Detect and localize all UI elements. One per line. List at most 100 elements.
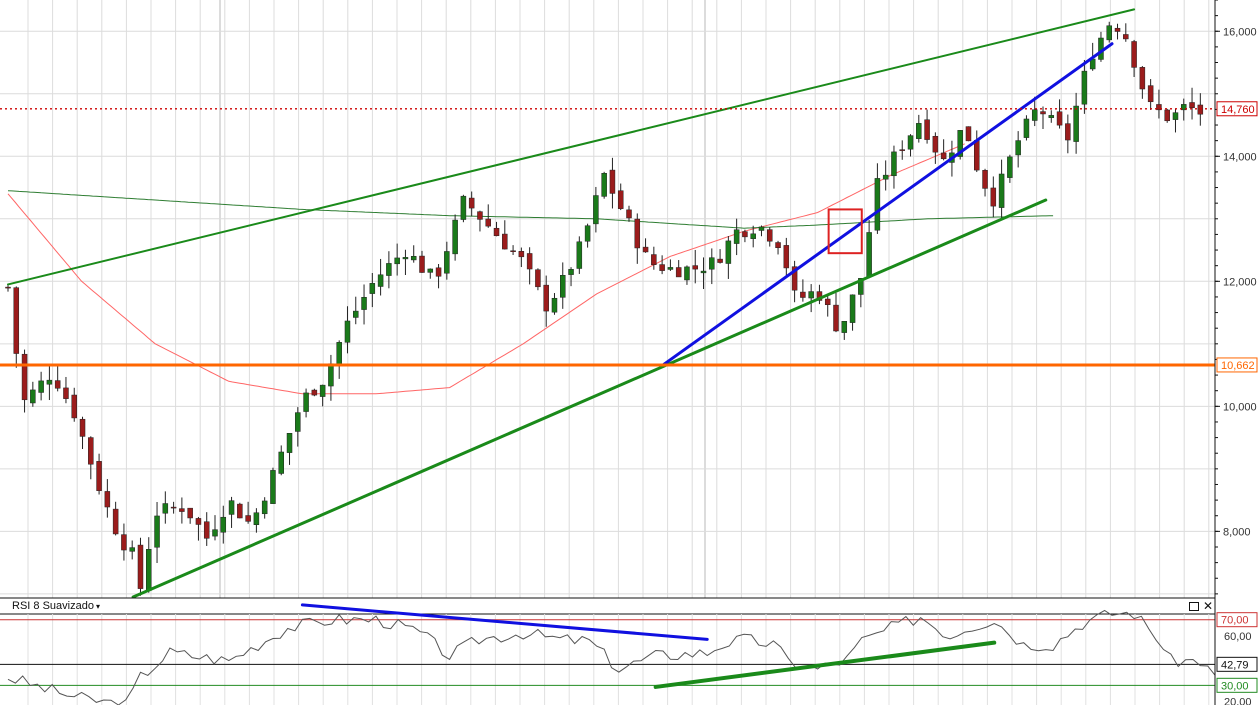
candle-body (1172, 112, 1179, 120)
candle-body (71, 394, 77, 419)
value-badge-label: 70,00 (1221, 615, 1249, 627)
rsi-panel-title[interactable]: RSI 8 Suavizado ▾ (12, 600, 100, 612)
candle-body (286, 433, 293, 453)
candle-body (849, 294, 856, 323)
candle-body (295, 412, 301, 432)
candle-body (5, 286, 11, 289)
candle-body (1073, 105, 1079, 142)
candle-body (369, 283, 376, 294)
candle-body (245, 515, 251, 522)
candle-body (402, 257, 409, 260)
rsi-trendline-2 (653, 640, 997, 689)
candle-body (353, 310, 359, 318)
candle-body (187, 507, 193, 519)
candle-body (162, 503, 169, 514)
candle-body (709, 257, 715, 270)
candle-body (146, 549, 152, 591)
trendline-2 (131, 198, 1048, 599)
candle-body (460, 195, 467, 220)
candle-body (311, 389, 318, 396)
candle-body (667, 267, 674, 270)
price-badge-10662: 10,662 (1216, 357, 1258, 373)
candle-body (502, 233, 508, 250)
candle-body (1131, 41, 1137, 68)
candle-body (270, 470, 276, 504)
candle-body (96, 461, 102, 491)
rsi-badge-3000: 30,00 (1216, 677, 1258, 693)
candle-body (758, 226, 765, 231)
candle-body (1040, 111, 1046, 115)
candle-body (394, 257, 400, 265)
candle-body (88, 437, 94, 465)
candle-body (1106, 25, 1112, 41)
candle-body (493, 227, 500, 237)
candle-body (1156, 104, 1162, 111)
candle-body (361, 297, 367, 310)
candle-body (452, 219, 458, 255)
candle-body (551, 297, 558, 313)
candle-body (526, 253, 533, 270)
trendline-3 (661, 42, 1114, 367)
candle-body (344, 320, 351, 343)
candle-body (38, 380, 44, 393)
value-badge-box (1216, 612, 1258, 628)
candle-body (1048, 115, 1055, 118)
value-badge-box (1216, 357, 1258, 373)
candle-body (203, 521, 210, 539)
candle-body (1056, 111, 1063, 126)
candle-body (336, 342, 342, 365)
candle-body (874, 178, 881, 231)
candle-body (1197, 104, 1204, 115)
candle-body (477, 211, 483, 220)
candle-body (319, 384, 326, 397)
candle-body (54, 380, 61, 389)
rsi-series-line (7, 609, 1245, 705)
candle-body (1189, 102, 1195, 109)
candle-body (601, 172, 607, 197)
candle-body (675, 267, 682, 278)
candle-body (767, 229, 773, 242)
candle-body (560, 275, 566, 298)
value-badge-box (1216, 656, 1258, 672)
candle-body (410, 256, 417, 261)
candle-body (651, 254, 657, 265)
candle-body (13, 287, 20, 354)
candle-body (1023, 118, 1030, 138)
candle-body (212, 529, 218, 537)
candle-body (750, 233, 756, 239)
candle-body (535, 269, 541, 288)
candle-body (800, 291, 806, 298)
candle-body (129, 547, 135, 552)
rsi-panel-label: RSI 8 Suavizado (12, 600, 94, 612)
value-badge-box (1216, 677, 1258, 693)
candle-body (775, 242, 781, 249)
moving-average-1 (7, 143, 965, 395)
candle-body (998, 173, 1005, 208)
candlestick-series (5, 21, 1204, 596)
candle-body (30, 389, 36, 404)
maximize-icon[interactable] (1189, 602, 1199, 611)
candle-body (427, 268, 434, 273)
candle-body (179, 508, 185, 512)
y-tick-label: 16,000 (1223, 26, 1257, 38)
candle-body (79, 418, 86, 437)
candle-body (1065, 123, 1071, 141)
highlight-box (827, 208, 863, 255)
candle-body (808, 291, 814, 299)
candle-body (882, 174, 889, 180)
rsi-tick-label: 20,00 (1224, 697, 1252, 705)
candle-body (584, 225, 591, 242)
candle-body (982, 170, 988, 189)
candle-body (485, 218, 491, 227)
candle-body (965, 126, 972, 142)
close-icon[interactable]: ✕ (1203, 599, 1214, 613)
candle-body (568, 269, 574, 275)
candle-body (518, 251, 525, 258)
candle-body (46, 379, 53, 385)
candle-body (733, 229, 740, 244)
candle-body (1007, 156, 1013, 178)
candle-body (932, 135, 939, 153)
candle-body (121, 534, 127, 551)
candle-body (510, 250, 516, 252)
value-badge-label: 42,79 (1221, 659, 1249, 671)
